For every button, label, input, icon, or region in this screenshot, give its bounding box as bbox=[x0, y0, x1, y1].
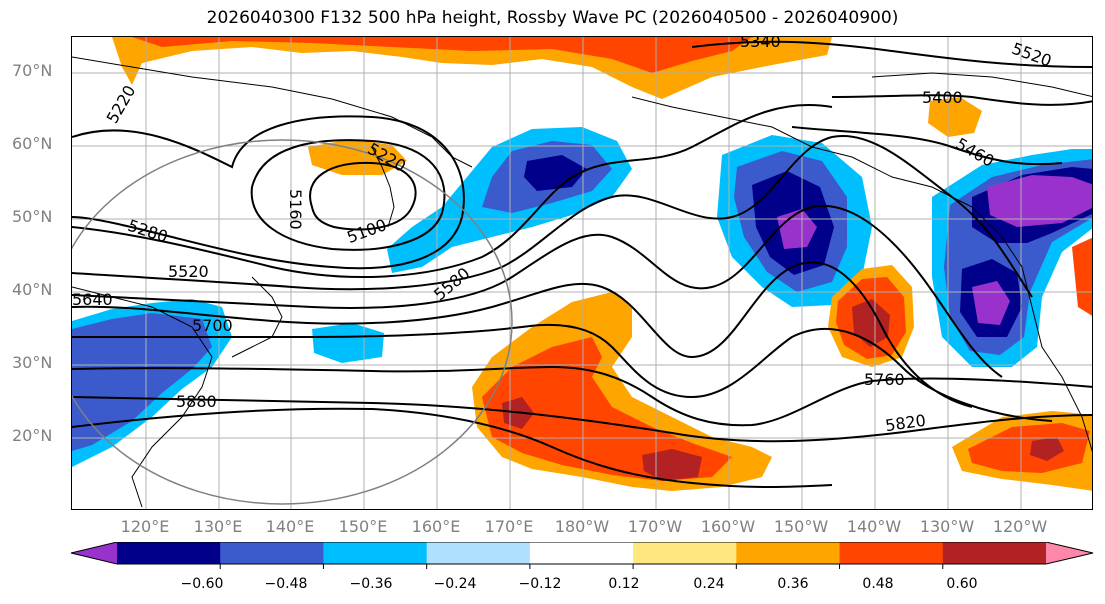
lon-label-130w: 130°W bbox=[919, 517, 975, 536]
colorbar-outline bbox=[70, 542, 1094, 565]
colorbar-segment bbox=[323, 542, 428, 564]
lon-label-150e: 150°E bbox=[338, 517, 388, 536]
anomaly-southeast-peak bbox=[1030, 437, 1064, 461]
anomaly-subtropical-east-peak bbox=[852, 299, 890, 347]
lat-label-60n: 60°N bbox=[12, 134, 53, 153]
contour-5580 bbox=[72, 204, 1003, 378]
contour-label-5400: 5400 bbox=[922, 88, 963, 107]
anomaly-eastern-edge-positive bbox=[1072, 237, 1092, 316]
reference-circle bbox=[72, 139, 513, 505]
colorbar-segment bbox=[839, 542, 944, 564]
colorbar-tick-label: 0.36 bbox=[777, 576, 809, 592]
colorbar-segment bbox=[220, 542, 324, 564]
anomaly-aleutian-deep bbox=[524, 155, 587, 191]
lon-label-170e: 170°E bbox=[484, 517, 534, 536]
colorbar-tick-label: −0.48 bbox=[264, 576, 308, 592]
anomaly-japan-negative bbox=[312, 323, 384, 363]
colorbar-tick-label: 0.60 bbox=[946, 576, 978, 592]
colorbar-segment bbox=[426, 542, 531, 564]
coastline-kamchatka bbox=[371, 146, 395, 228]
colorbar-segment bbox=[117, 542, 221, 564]
anomaly-okhotsk-positive bbox=[308, 139, 407, 175]
colorbar-tick-label: −0.24 bbox=[433, 576, 477, 592]
lon-label-160w: 160°W bbox=[700, 517, 756, 536]
anomaly-southeast-strong bbox=[968, 423, 1090, 473]
coastline-east-asia bbox=[72, 286, 213, 508]
map-panel: 5340 5220 5520 5400 5460 5220 5160 5100 … bbox=[71, 36, 1093, 510]
contour-5520 bbox=[72, 134, 1033, 298]
lat-label-20n: 20°N bbox=[12, 426, 53, 445]
colorbar-ticks bbox=[219, 564, 944, 569]
contour-5640 bbox=[72, 261, 973, 408]
contour-5220 bbox=[72, 115, 465, 270]
colorbar-segments bbox=[71, 542, 1093, 564]
lat-label-40n: 40°N bbox=[12, 280, 53, 299]
height-contours bbox=[72, 40, 1092, 488]
contour-label-5640: 5640 bbox=[72, 290, 113, 309]
lon-label-170w: 170°W bbox=[627, 517, 683, 536]
colorbar-segment bbox=[633, 542, 737, 564]
contour-label-5700: 5700 bbox=[192, 316, 233, 335]
coastline-north-america bbox=[971, 206, 1092, 453]
colorbar-extend-max bbox=[1046, 542, 1093, 564]
lon-label-180w: 180°W bbox=[554, 517, 610, 536]
colorbar-tick-label: −0.12 bbox=[518, 576, 562, 592]
colorbar-segment bbox=[942, 542, 1047, 564]
colorbar-extend-min bbox=[71, 542, 117, 564]
contour-5160 bbox=[250, 139, 446, 251]
colorbar bbox=[70, 542, 1094, 569]
colorbar-tick-label: 0.12 bbox=[608, 576, 640, 592]
contour-label-5100: 5100 bbox=[344, 215, 389, 247]
lon-label-130e: 130°E bbox=[193, 517, 243, 536]
colorbar-tick-label: −0.60 bbox=[180, 576, 224, 592]
lon-label-160e: 160°E bbox=[411, 517, 461, 536]
lat-label-70n: 70°N bbox=[12, 61, 53, 80]
map-title: 2026040300 F132 500 hPa height, Rossby W… bbox=[206, 8, 899, 28]
lat-label-30n: 30°N bbox=[12, 353, 53, 372]
contour-5880 bbox=[72, 407, 833, 488]
lon-label-150w: 150°W bbox=[773, 517, 829, 536]
shaded-anomaly-layer bbox=[72, 37, 1092, 491]
contour-5400 bbox=[831, 94, 1092, 106]
anomaly-eastasia-core bbox=[72, 313, 212, 451]
contour-label-5280: 5280 bbox=[126, 216, 171, 247]
contour-5820 bbox=[72, 396, 1092, 443]
lat-label-50n: 50°N bbox=[12, 207, 53, 226]
contour-5460 bbox=[791, 126, 1063, 166]
contour-label-5160: 5160 bbox=[286, 189, 305, 230]
anomaly-alaska-positive bbox=[928, 97, 982, 137]
contour-5280 bbox=[72, 104, 833, 279]
anomaly-central-pacific-strong bbox=[482, 337, 732, 481]
contour-label-5880: 5880 bbox=[176, 392, 217, 411]
contour-5760 bbox=[72, 365, 1092, 427]
contour-5340 bbox=[691, 40, 1092, 68]
colorbar-segment bbox=[736, 542, 841, 564]
coastline-arctic-canada bbox=[871, 72, 1092, 98]
contour-label-5220-north: 5220 bbox=[103, 82, 140, 127]
colorbar-segment bbox=[529, 542, 634, 564]
lon-label-140w: 140°W bbox=[846, 517, 902, 536]
lon-label-120w: 120°W bbox=[992, 517, 1048, 536]
contour-label-5520-west: 5520 bbox=[168, 262, 209, 281]
contour-label-5340: 5340 bbox=[740, 37, 781, 51]
colorbar-tick-label: −0.36 bbox=[349, 576, 393, 592]
colorbar-tick-label: 0.24 bbox=[693, 576, 725, 592]
contour-label-5820: 5820 bbox=[884, 411, 927, 435]
lon-label-120e: 120°E bbox=[120, 517, 170, 536]
lon-label-140e: 140°E bbox=[265, 517, 315, 536]
anomaly-canada-peak bbox=[987, 175, 1092, 227]
contour-label-5460: 5460 bbox=[953, 134, 998, 171]
coastline-japan bbox=[231, 276, 283, 358]
anomaly-arctic-strong bbox=[132, 37, 752, 73]
map-canvas: 5340 5220 5520 5400 5460 5220 5160 5100 … bbox=[72, 37, 1092, 509]
colorbar-tick-label: 0.48 bbox=[862, 576, 894, 592]
contour-5700 bbox=[72, 323, 1053, 422]
coastline-siberia bbox=[72, 56, 473, 168]
contour-label-5760: 5760 bbox=[864, 370, 905, 389]
anomaly-hawaii-peak bbox=[642, 449, 702, 481]
contour-5100 bbox=[309, 161, 417, 231]
